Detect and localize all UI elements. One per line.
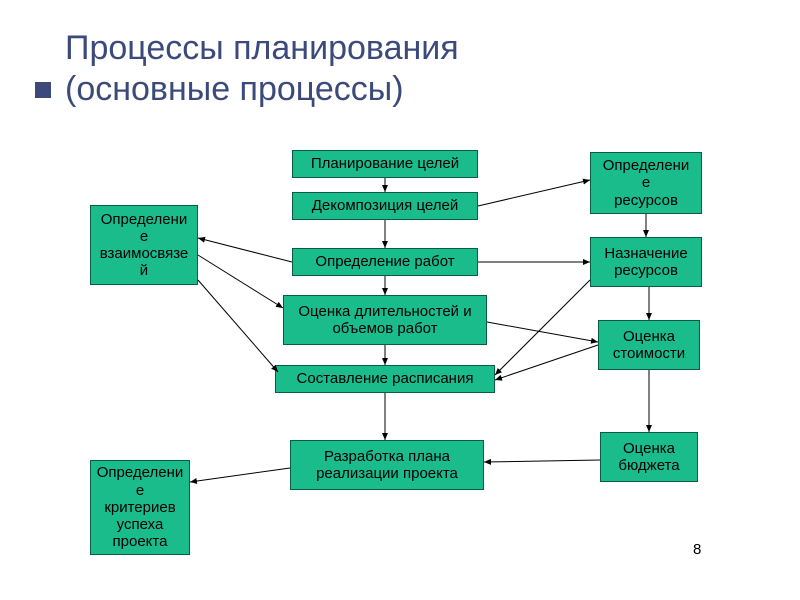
edge-17 bbox=[198, 238, 292, 262]
edge-10 bbox=[495, 345, 598, 380]
edge-13 bbox=[484, 460, 600, 462]
node-n3: Планирование целей bbox=[292, 150, 478, 178]
slide-title: Процессы планирования(основные процессы) bbox=[65, 28, 459, 110]
node-n10: Назначениересурсов bbox=[590, 237, 702, 287]
edge-15 bbox=[198, 280, 278, 372]
node-n11: Оценкастоимости bbox=[598, 320, 700, 370]
node-n8: Разработка планареализации проекта bbox=[290, 440, 484, 490]
edge-9 bbox=[495, 280, 590, 375]
node-n5: Определение работ bbox=[292, 248, 478, 276]
edge-5 bbox=[478, 180, 590, 206]
page-number: 8 bbox=[693, 541, 701, 558]
node-n12: Оценкабюджета bbox=[600, 432, 698, 482]
title-accent-square bbox=[35, 82, 51, 98]
edge-16 bbox=[198, 255, 283, 308]
node-n9: Определениересурсов bbox=[590, 152, 702, 214]
edge-11 bbox=[487, 322, 598, 342]
node-n6: Оценка длительностей иобъемов работ bbox=[283, 295, 487, 345]
edge-14 bbox=[190, 468, 290, 482]
node-n7: Составление расписания bbox=[275, 365, 495, 393]
node-n2: Определениекритериевуспехапроекта bbox=[90, 460, 190, 555]
node-n1: Определениевзаимосвязей bbox=[90, 205, 198, 285]
node-n4: Декомпозиция целей bbox=[292, 192, 478, 220]
